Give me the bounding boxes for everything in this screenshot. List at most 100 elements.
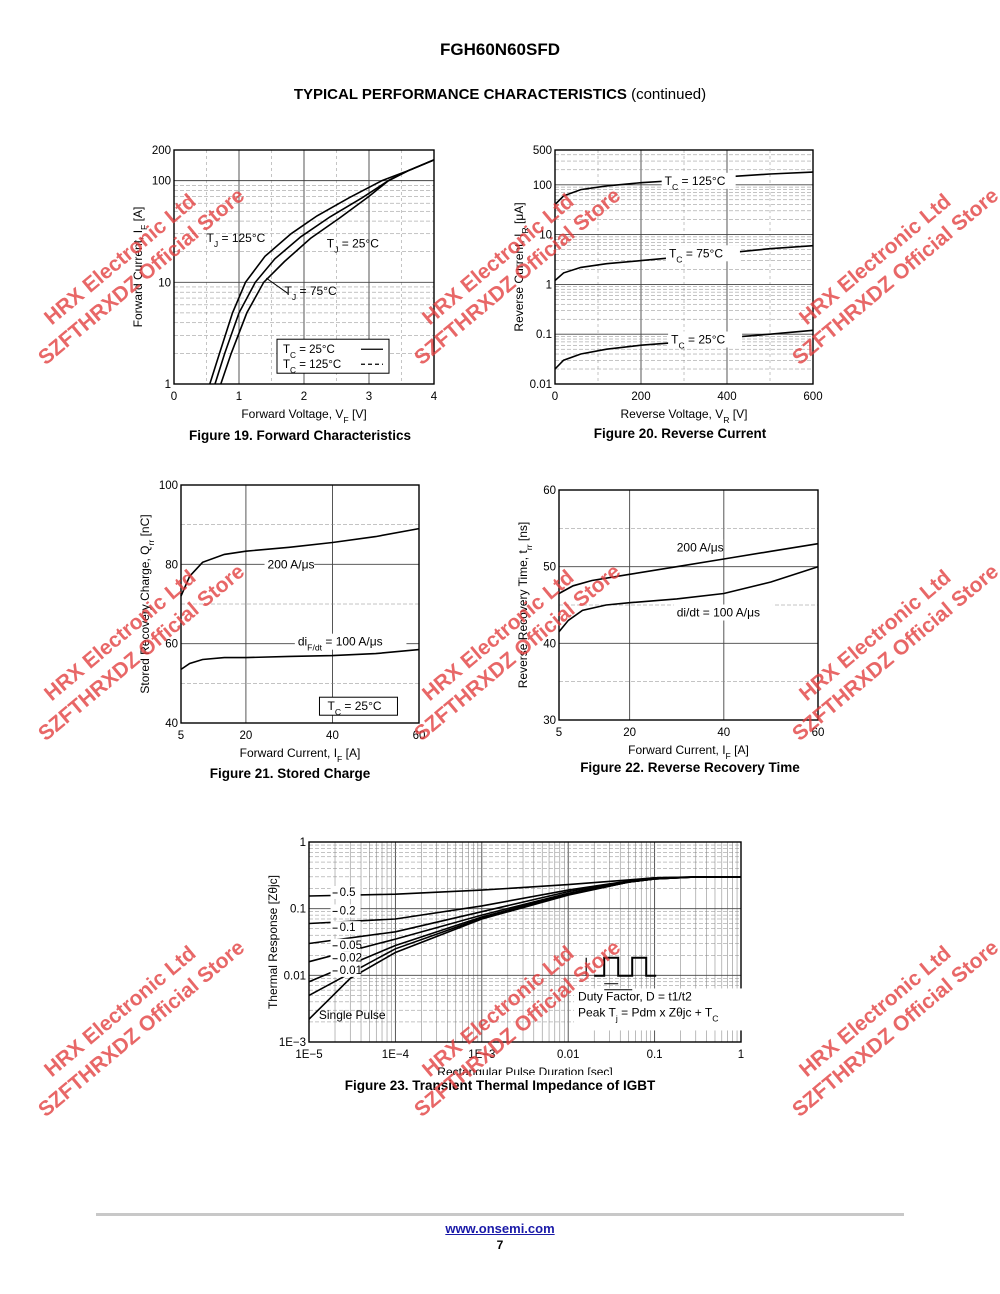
figure-20-caption: Figure 20. Reverse Current [593, 426, 767, 441]
series-line [554, 244, 814, 282]
y-tick-label: 0.1 [536, 329, 552, 341]
annotation-bg [574, 988, 747, 1031]
series-line [558, 542, 819, 595]
x-tick-label: 1 [236, 391, 242, 403]
watermark-line2: SZFTHRXDZ Official Store [788, 936, 1000, 1122]
x-tick-label: 1E−4 [382, 1049, 410, 1061]
y-tick-label: 1 [300, 837, 306, 849]
curve-label: TC = 125°C [665, 174, 726, 192]
label-bg [661, 172, 736, 189]
curve-label: di/dt = 100 A/μs [677, 606, 760, 620]
label-bg [330, 921, 361, 935]
curve-label: 200 A/μs [268, 557, 315, 571]
y-tick-label: 0.1 [290, 904, 306, 916]
label-bg [330, 938, 361, 952]
plot-frame [308, 841, 742, 1043]
x-tick-label: 1E−5 [295, 1049, 322, 1061]
y-tick-label: 40 [543, 638, 556, 650]
y-tick-label: 10 [539, 230, 552, 242]
footer-rule [96, 1213, 904, 1216]
series-line [308, 876, 741, 925]
label-bg [330, 963, 361, 977]
section-title: TYPICAL PERFORMANCE CHARACTERISTICS [293, 86, 627, 103]
curve-label: 0.01 [340, 965, 362, 977]
x-axis-label: Forward Current, IF [A] [240, 746, 361, 764]
curve-label: TJ = 125°C [207, 231, 266, 249]
curve-label: TJ = 75°C [285, 284, 337, 302]
label-bg [673, 539, 724, 556]
chart-reverse-current: 0 200 400 600 0.01 0.1 1 10 100 500 Reverse Voltag… [512, 145, 823, 425]
page-number: 7 [496, 1238, 504, 1252]
x-axis-label: Reverse Voltage, VR [V] [621, 407, 748, 425]
y-axis-label: Stored Recovery Charge, Qrr [nC] [138, 514, 156, 693]
chart-reverse-recovery-time: 5 20 40 60 30 40 50 60 Forward Current, IF [A] Re… [516, 485, 825, 761]
section-suffix: (continued) [631, 86, 707, 103]
legend-label: TC = 25°C [327, 699, 381, 717]
figure-21-caption: Figure 21. Stored Charge [209, 766, 371, 781]
curve-label: 0.02 [340, 953, 362, 965]
label-bg [330, 904, 361, 918]
series-line [220, 159, 435, 385]
x-tick-label: 2 [301, 391, 307, 403]
chart-stored-charge: 5 20 40 60 40 60 80 100 Forward Current, IF [A] S… [138, 480, 426, 764]
x-tick-label: 60 [413, 730, 426, 742]
y-tick-label: 200 [152, 145, 171, 157]
watermark-line2: SZFTHRXDZ Official Store [34, 936, 249, 1122]
x-tick-label: 40 [326, 730, 339, 742]
y-tick-label: 100 [159, 480, 178, 492]
y-tick-label: 0.01 [284, 970, 306, 982]
x-tick-label: 0.1 [647, 1049, 663, 1061]
series-line [180, 527, 420, 597]
legend-box [318, 696, 398, 716]
series-line [554, 329, 814, 370]
y-tick-label: 80 [165, 559, 178, 571]
figure-19-caption: Figure 19. Forward Characteristics [188, 428, 412, 443]
label-bg [673, 604, 773, 621]
y-axis-label: Forward Current, IF [A] [131, 207, 149, 328]
y-tick-label: 60 [165, 639, 178, 651]
x-tick-label: 3 [366, 391, 372, 403]
plot-frame [180, 484, 420, 724]
series-line [308, 876, 741, 963]
x-axis-label: Rectangular Pulse Duration [sec] [437, 1065, 612, 1075]
y-tick-label: 100 [533, 180, 552, 192]
single-pulse-label: Single Pulse [319, 1008, 386, 1022]
x-tick-label: 1E−3 [468, 1049, 495, 1061]
series-line [558, 565, 819, 633]
series-line [308, 876, 741, 897]
label-bg [330, 951, 361, 965]
x-tick-label: 0 [552, 391, 558, 403]
series-line [180, 648, 420, 671]
x-tick-label: 4 [431, 391, 438, 403]
y-axis-label: Thermal Response [Zθjc] [266, 875, 280, 1009]
x-tick-label: 1 [738, 1049, 744, 1061]
plot-frame [554, 149, 814, 385]
x-tick-label: 60 [812, 727, 825, 739]
curve-label: TC = 25°C [671, 333, 725, 351]
x-tick-label: 5 [178, 730, 184, 742]
curve-label: 0.2 [340, 905, 356, 917]
footer-url-link[interactable]: www.onsemi.com [445, 1221, 555, 1236]
pulse-waveform-icon [594, 956, 657, 977]
curve-label: 0.05 [340, 940, 362, 952]
x-axis-label: Forward Current, IF [A] [628, 743, 749, 761]
plot-frame [558, 489, 819, 721]
x-tick-label: 200 [631, 391, 650, 403]
y-tick-label: 1E−3 [279, 1037, 306, 1049]
label-bg [264, 556, 315, 573]
figure-22-caption: Figure 22. Reverse Recovery Time [580, 760, 800, 775]
x-axis-label: Forward Voltage, VF [V] [241, 407, 366, 425]
leader-line [266, 277, 289, 294]
x-tick-label: 600 [803, 391, 822, 403]
x-tick-label: 0 [171, 391, 177, 403]
x-tick-label: 40 [717, 727, 730, 739]
curve-label: TJ = 25°C [327, 236, 379, 254]
label-bg [668, 331, 743, 348]
x-tick-label: 0.01 [557, 1049, 579, 1061]
y-tick-label: 50 [543, 562, 556, 574]
curve-label: 0.5 [340, 887, 356, 899]
curve-label: diF/dt = 100 A/μs [298, 635, 383, 653]
label-bg [294, 633, 407, 650]
y-tick-label: 10 [158, 277, 171, 289]
